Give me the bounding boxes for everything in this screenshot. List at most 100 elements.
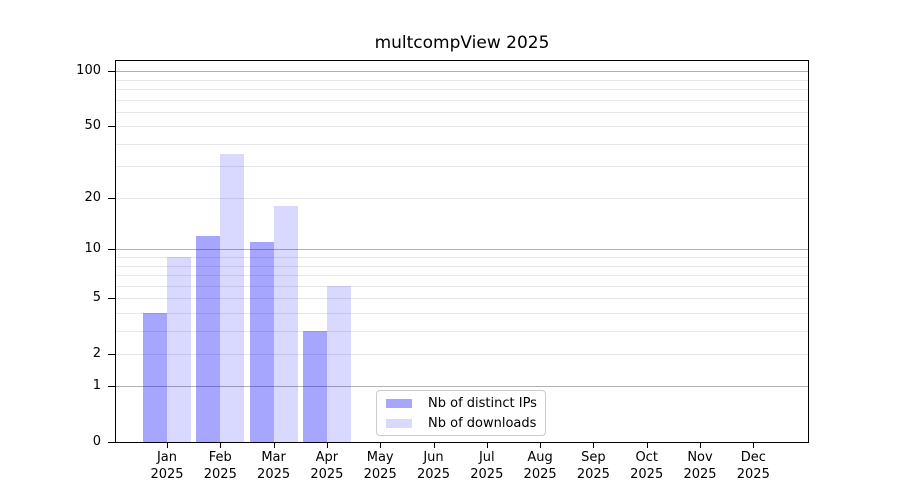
x-tick-label: Aug 2025 bbox=[510, 449, 570, 483]
y-tick-mark bbox=[108, 249, 115, 251]
x-tick-label: Apr 2025 bbox=[297, 449, 357, 483]
x-tick-month: Feb bbox=[208, 450, 232, 465]
bar-distinct-ips-jan bbox=[143, 312, 167, 442]
x-tick-mark bbox=[380, 443, 382, 448]
legend-item: Nb of downloads bbox=[386, 413, 537, 433]
x-tick-month: Oct bbox=[635, 450, 658, 465]
x-tick-mark bbox=[167, 443, 168, 448]
x-tick-month: Jul bbox=[478, 450, 495, 465]
bar-downloads-feb bbox=[220, 154, 245, 442]
x-tick-year: 2025 bbox=[683, 467, 717, 482]
x-tick-label: Mar 2025 bbox=[244, 449, 304, 483]
legend-swatch-distinct-ips bbox=[386, 398, 412, 408]
gridline-major bbox=[116, 386, 808, 388]
y-tick-label: 1 bbox=[92, 378, 101, 394]
y-tick-mark bbox=[108, 353, 115, 355]
y-tick-label: 100 bbox=[76, 63, 101, 79]
legend-label: Nb of distinct IPs bbox=[428, 395, 537, 411]
y-tick-label: 20 bbox=[84, 189, 101, 205]
y-tick-mark bbox=[108, 298, 115, 300]
y-tick-mark bbox=[108, 386, 115, 388]
bar-distinct-ips-mar bbox=[249, 242, 274, 442]
gridline-minor bbox=[116, 265, 808, 267]
gridline-minor bbox=[116, 143, 808, 145]
x-tick-month: Sep bbox=[581, 450, 606, 465]
x-tick-mark bbox=[326, 443, 328, 448]
x-tick-label: Sep 2025 bbox=[563, 449, 623, 483]
x-tick-month: Jan bbox=[156, 450, 178, 465]
x-tick-month: Aug bbox=[527, 450, 553, 465]
chart-title: multcompView 2025 bbox=[374, 33, 550, 53]
x-tick-mark bbox=[486, 443, 488, 448]
x-tick-label: Feb 2025 bbox=[190, 449, 250, 483]
bar-downloads-apr bbox=[326, 285, 351, 442]
x-tick-month: May bbox=[366, 450, 394, 465]
x-tick-mark bbox=[433, 443, 435, 448]
gridline-minor bbox=[116, 197, 808, 199]
x-tick-mark bbox=[753, 443, 755, 448]
x-tick-year: 2025 bbox=[416, 467, 451, 482]
y-tick-label: 0 bbox=[92, 434, 101, 449]
gridline-major bbox=[116, 71, 808, 73]
x-tick-year: 2025 bbox=[630, 467, 664, 482]
y-tick-mark bbox=[108, 126, 115, 128]
bar-distinct-ips-apr bbox=[302, 330, 327, 442]
gridline-minor bbox=[116, 312, 808, 314]
gridline-minor bbox=[116, 126, 808, 128]
x-tick-month: Apr bbox=[315, 450, 339, 465]
x-tick-month: Dec bbox=[740, 450, 766, 465]
x-tick-mark bbox=[273, 443, 275, 448]
x-tick-year: 2025 bbox=[310, 467, 344, 482]
gridline-minor bbox=[116, 353, 808, 355]
y-tick-label: 50 bbox=[84, 118, 101, 134]
y-tick-mark bbox=[108, 197, 115, 199]
x-tick-label: Oct 2025 bbox=[617, 449, 677, 483]
x-tick-label: Nov 2025 bbox=[670, 449, 730, 483]
gridline-major bbox=[116, 249, 808, 251]
x-tick-mark bbox=[646, 443, 648, 448]
y-tick-label: 2 bbox=[92, 345, 101, 361]
x-tick-label: Jun 2025 bbox=[404, 449, 464, 483]
legend: Nb of distinct IPs Nb of downloads bbox=[376, 390, 546, 436]
x-tick-label: Dec 2025 bbox=[723, 449, 783, 483]
bar-downloads-mar bbox=[273, 205, 298, 442]
y-tick-label: 5 bbox=[92, 290, 101, 306]
bar-downloads-jan bbox=[167, 257, 191, 442]
gridline-minor bbox=[116, 275, 808, 277]
x-tick-mark bbox=[540, 443, 542, 448]
legend-item: Nb of distinct IPs bbox=[386, 393, 537, 413]
x-tick-label: Jul 2025 bbox=[457, 449, 517, 483]
x-tick-mark bbox=[220, 443, 222, 448]
gridline-minor bbox=[116, 111, 808, 113]
legend-label: Nb of downloads bbox=[428, 415, 537, 431]
x-tick-year: 2025 bbox=[150, 467, 184, 482]
legend-swatch-downloads bbox=[386, 418, 412, 428]
y-tick-mark bbox=[108, 71, 115, 73]
x-tick-year: 2025 bbox=[523, 467, 557, 482]
x-tick-year: 2025 bbox=[470, 467, 504, 482]
x-tick-label: Jan 2025 bbox=[137, 449, 197, 483]
gridline-minor bbox=[116, 257, 808, 259]
gridline-minor bbox=[116, 166, 808, 168]
x-tick-mark bbox=[700, 443, 701, 448]
gridline-minor bbox=[116, 330, 808, 332]
x-tick-mark bbox=[593, 443, 595, 448]
gridline-minor bbox=[116, 298, 808, 300]
x-tick-year: 2025 bbox=[736, 467, 770, 482]
bar-distinct-ips-feb bbox=[196, 236, 221, 442]
x-tick-year: 2025 bbox=[576, 467, 610, 482]
x-tick-label: May 2025 bbox=[350, 449, 410, 483]
gridline-minor bbox=[116, 99, 808, 101]
gridline-minor bbox=[116, 89, 808, 91]
x-tick-month: Jun bbox=[423, 450, 444, 465]
gridline-minor bbox=[116, 79, 808, 81]
y-tick-label: 10 bbox=[84, 241, 101, 257]
x-tick-month: Nov bbox=[687, 450, 713, 465]
y-tick-mark bbox=[108, 442, 115, 443]
x-tick-year: 2025 bbox=[257, 467, 291, 482]
gridline-minor bbox=[116, 285, 808, 287]
x-tick-year: 2025 bbox=[203, 467, 237, 482]
plot-area bbox=[115, 60, 809, 443]
x-tick-year: 2025 bbox=[363, 467, 397, 482]
